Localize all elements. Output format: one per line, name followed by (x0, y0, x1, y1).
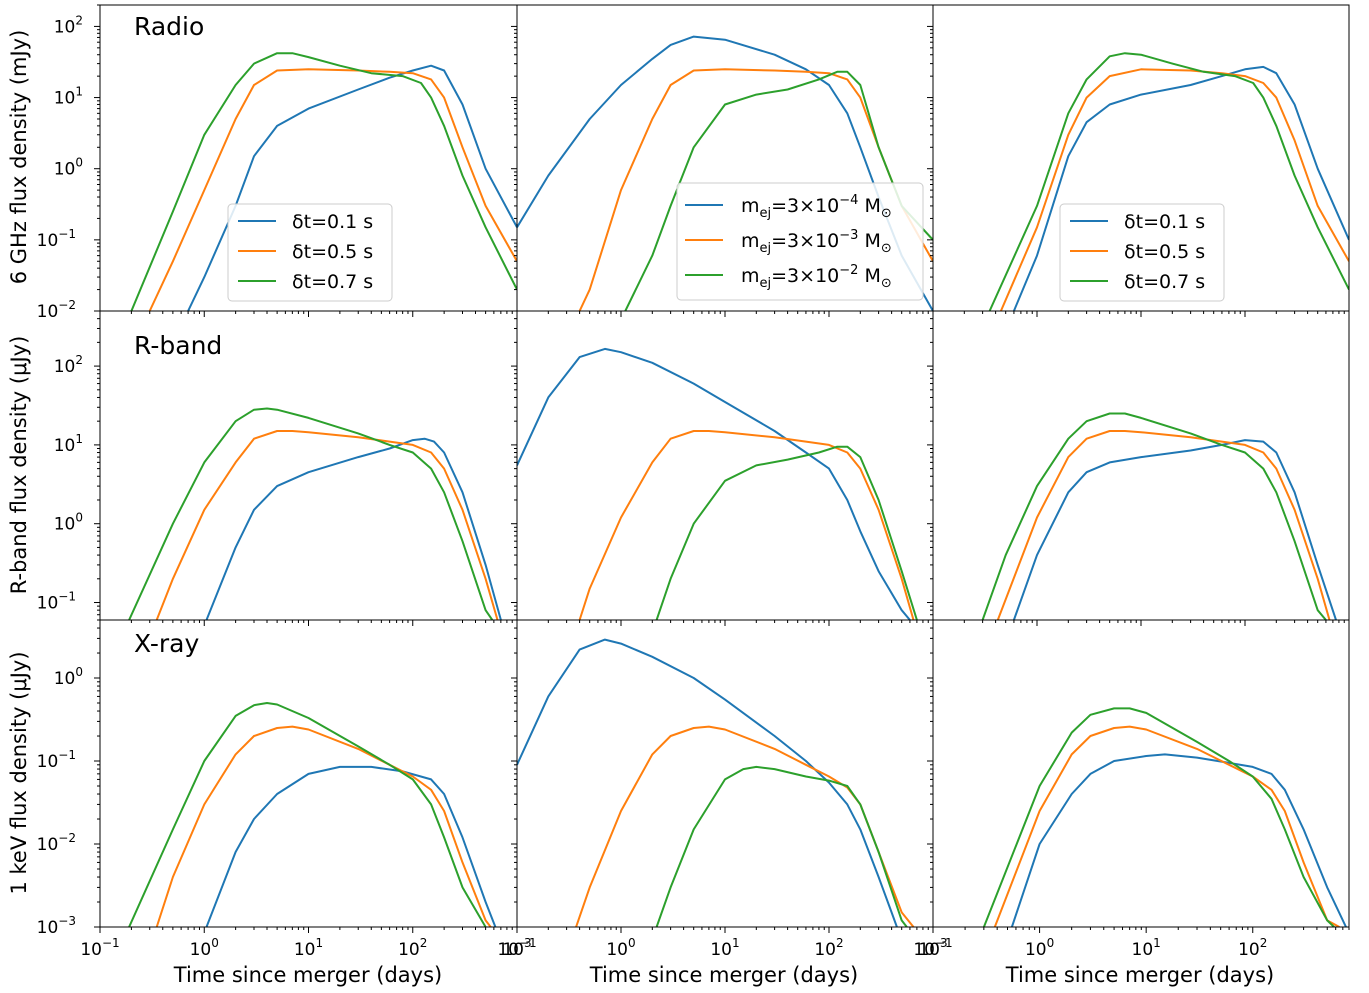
series-line-1 (578, 68, 933, 311)
series-group (517, 638, 915, 927)
legend-box (227, 203, 393, 302)
y-tick-label: 10−1 (37, 590, 76, 614)
x-tick-label: 102 (814, 936, 843, 960)
xlabel-left: Time since merger (days) (173, 963, 442, 987)
legend-entry: δt=0.7 s (1124, 271, 1205, 293)
row-title-xray: X-ray (134, 629, 200, 658)
row-title-radio: Radio (134, 12, 204, 41)
y-tick-label: 10−1 (37, 227, 76, 251)
ylabel-radio: 6 GHz flux density (mJy) (7, 30, 31, 285)
x-tick-label: 101 (1132, 936, 1161, 960)
series-group (128, 702, 497, 927)
panel-2-2: 10−1 100 101 102 (913, 619, 1350, 960)
series-group (130, 52, 517, 311)
legend-entry: mej=3×10−2 M⊙ (741, 263, 892, 291)
ylabel-rband: R-band flux density (μJy) (7, 336, 31, 595)
series-group (981, 412, 1337, 620)
series-line-0 (517, 347, 911, 620)
x-tick-label: 101 (294, 936, 323, 960)
series-line-1 (993, 725, 1340, 927)
x-tick-label: 10−1 (913, 936, 952, 960)
legend-box (676, 182, 924, 301)
panel-1-2 (927, 310, 1350, 626)
legend-dt-right: δt=0.1 s δt=0.5 s δt=0.7 s (1059, 203, 1225, 302)
legend-entry: δt=0.5 s (1124, 241, 1205, 263)
row-title-rband: R-band (134, 331, 222, 360)
xlabel-right: Time since merger (days) (1005, 963, 1274, 987)
series-line-1 (575, 725, 915, 927)
legend-mej-middle: mej=3×10−4 M⊙ mej=3×10−3 M⊙ mej=3×10−2 M… (676, 182, 924, 301)
panel-1-1 (511, 310, 934, 626)
series-line-0 (1012, 65, 1349, 311)
y-tick-label: 101 (54, 85, 83, 109)
legend-entry: δt=0.5 s (292, 241, 373, 263)
y-tick-label: 102 (54, 353, 83, 377)
legend-dt-left: δt=0.1 s δt=0.5 s δt=0.7 s (227, 203, 393, 302)
panel-2-1: 10−1 100 101 102 103 (497, 619, 948, 960)
y-tick-label: 101 (54, 432, 83, 456)
legend-entry: δt=0.1 s (1124, 211, 1205, 233)
series-group (988, 52, 1349, 311)
x-tick-label: 10−1 (80, 936, 119, 960)
legend-entry: δt=0.7 s (292, 271, 373, 293)
series-line-2 (982, 707, 1335, 927)
y-tick-label: 100 (54, 156, 83, 180)
panels-layer: 10−2 10−1 100 101 102 10−1 100 101 102 10−1 100 101… (37, 4, 1350, 960)
x-tick-label: 100 (190, 936, 219, 960)
series-group (128, 407, 502, 620)
y-tick-label: 10−2 (37, 831, 76, 855)
panel-1-0: 10−1 100 101 102 (37, 310, 518, 626)
panel-0-0: 10−2 10−1 100 101 102 (37, 4, 518, 322)
x-tick-label: 100 (606, 936, 635, 960)
x-tick-label: 101 (710, 936, 739, 960)
series-line-0 (1010, 753, 1347, 927)
axes-frame (516, 619, 934, 928)
series-group (517, 35, 933, 311)
series-line-0 (187, 64, 517, 311)
series-line-2 (128, 702, 487, 927)
x-tick-label: 100 (1025, 936, 1054, 960)
series-group (982, 707, 1347, 927)
series-line-1 (155, 430, 499, 620)
series-line-2 (130, 52, 517, 311)
series-line-0 (1012, 439, 1337, 620)
labels-layer: Radio R-band X-ray 6 GHz flux density (m… (7, 12, 1274, 987)
x-tick-label: 102 (398, 936, 427, 960)
series-line-1 (996, 430, 1331, 620)
series-line-2 (655, 765, 908, 927)
x-tick-label: 102 (1238, 936, 1267, 960)
y-tick-label: 10−3 (37, 914, 76, 938)
series-line-0 (205, 437, 502, 620)
y-tick-label: 100 (54, 511, 83, 535)
series-line-2 (624, 70, 933, 311)
series-line-2 (988, 52, 1349, 311)
legend-entry: mej=3×10−3 M⊙ (741, 228, 892, 256)
series-line-2 (655, 445, 918, 620)
legend-box (1059, 203, 1225, 302)
y-tick-label: 100 (54, 665, 83, 689)
legend-entry: δt=0.1 s (292, 211, 373, 233)
x-tick-label: 10−1 (497, 936, 536, 960)
series-group (517, 347, 918, 620)
axes-frame (932, 619, 1350, 928)
series-line-0 (517, 638, 898, 927)
series-line-2 (128, 407, 494, 620)
series-line-0 (517, 35, 933, 311)
y-tick-label: 10−2 (37, 298, 76, 322)
legend-entry: mej=3×10−4 M⊙ (741, 193, 892, 221)
series-line-1 (155, 725, 492, 927)
y-tick-label: 10−1 (37, 748, 76, 772)
series-line-0 (205, 765, 497, 927)
axes-frame (932, 310, 1350, 621)
ylabel-xray: 1 keV flux density (μJy) (7, 651, 31, 894)
y-tick-label: 102 (54, 13, 83, 37)
series-line-2 (981, 412, 1327, 620)
series-line-1 (578, 430, 915, 620)
xlabel-middle: Time since merger (days) (589, 963, 858, 987)
